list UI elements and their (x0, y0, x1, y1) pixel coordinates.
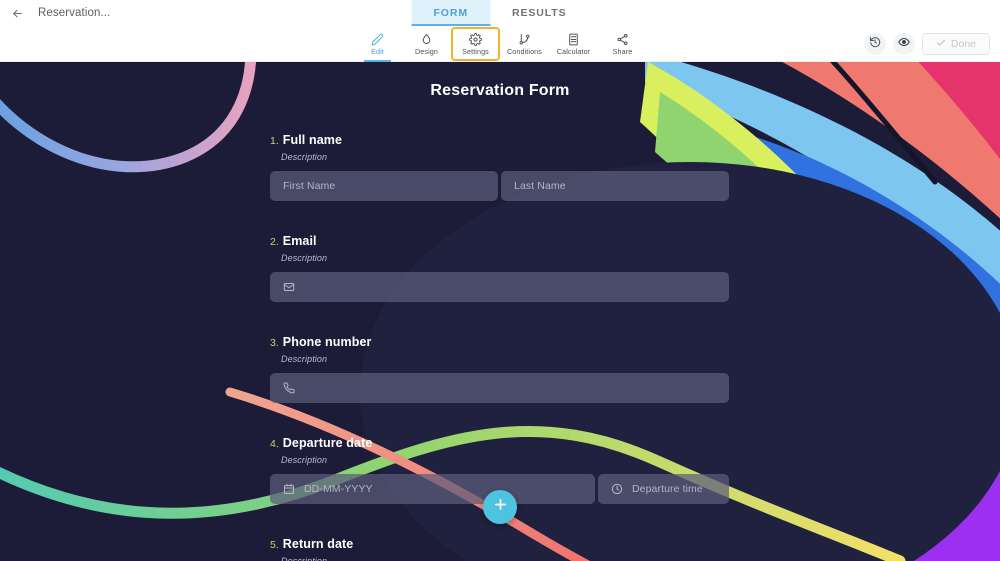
phone-icon (283, 381, 295, 394)
toolbar-label-design: Design (415, 47, 438, 56)
back-button[interactable] (0, 0, 34, 26)
toolbar-right-controls: Done (863, 26, 990, 62)
email-input[interactable] (270, 271, 729, 302)
question-header: 3. Phone number (270, 335, 729, 349)
form-content: Reservation Form 1. Full name Descriptio… (0, 62, 1000, 561)
form-field-email: 2. Email Description (270, 234, 729, 302)
inputs-row (270, 271, 729, 302)
question-header: 2. Email (270, 234, 729, 248)
toolbar-label-conditions: Conditions (507, 47, 542, 56)
form-field-return-date: 5. Return date Description (270, 537, 729, 561)
question-header: 4. Departure date (270, 436, 729, 450)
question-description[interactable]: Description (281, 252, 328, 263)
top-tabs: FORM RESULTS (411, 0, 588, 26)
question-description[interactable]: Description (281, 151, 328, 162)
add-field-button[interactable] (483, 490, 517, 524)
form-canvas: Reservation Form 1. Full name Descriptio… (0, 62, 1000, 561)
toolbar-item-conditions[interactable]: Conditions (500, 27, 549, 61)
departure-time-input[interactable]: Departure time (598, 473, 729, 504)
question-label[interactable]: Departure date (282, 436, 373, 450)
first-name-input[interactable]: First Name (270, 170, 498, 201)
toolbar-label-edit: Edit (371, 47, 384, 56)
question-header: 1. Full name (270, 133, 729, 147)
question-description[interactable]: Description (281, 353, 328, 364)
toolbar-tool-group: Edit Design Settings (353, 26, 647, 62)
history-clock-icon (869, 35, 881, 53)
question-number: 2. (270, 236, 279, 248)
toolbar-label-share: Share (612, 47, 633, 56)
form-field-phone: 3. Phone number Description (270, 335, 729, 403)
toolbar-item-share[interactable]: Share (598, 27, 647, 61)
toolbar-label-settings: Settings (462, 47, 489, 56)
branch-icon (518, 32, 531, 46)
question-label[interactable]: Return date (282, 537, 354, 551)
question-header: 5. Return date (270, 537, 729, 551)
toolbar-item-design[interactable]: Design (402, 27, 451, 61)
inputs-row: First Name Last Name (270, 170, 729, 201)
input-placeholder: Last Name (514, 179, 566, 192)
input-placeholder: Departure time (632, 482, 703, 495)
droplet-icon (420, 32, 433, 46)
done-label: Done (950, 38, 976, 50)
envelope-icon (283, 281, 295, 293)
arrow-left-icon (11, 7, 24, 20)
question-label[interactable]: Email (282, 234, 317, 248)
document-title[interactable]: Reservation... (38, 7, 111, 19)
form-field-full-name: 1. Full name Description First Name Last… (270, 133, 729, 201)
question-description[interactable]: Description (281, 555, 328, 561)
editor-toolbar: Edit Design Settings (0, 26, 1000, 62)
plus-icon (492, 496, 509, 518)
form-title[interactable]: Reservation Form (430, 82, 570, 99)
pencil-icon (371, 32, 384, 46)
question-number: 5. (270, 539, 279, 551)
check-icon (936, 38, 946, 51)
top-header-bar: Reservation... FORM RESULTS (0, 0, 1000, 26)
toolbar-label-calculator: Calculator (556, 47, 591, 56)
question-number: 4. (270, 438, 279, 450)
history-button[interactable] (863, 33, 886, 55)
departure-date-input[interactable]: DD-MM-YYYY (270, 473, 595, 504)
question-number: 3. (270, 337, 279, 349)
question-description[interactable]: Description (281, 454, 328, 465)
share-nodes-icon (616, 32, 629, 46)
done-button[interactable]: Done (921, 33, 990, 55)
toolbar-item-calculator[interactable]: Calculator (549, 27, 598, 61)
question-number: 1. (270, 135, 279, 147)
phone-input[interactable] (270, 372, 729, 403)
calendar-icon (283, 483, 295, 495)
input-placeholder: DD-MM-YYYY (304, 482, 373, 495)
question-label[interactable]: Phone number (282, 335, 372, 349)
calculator-icon (567, 32, 580, 46)
gear-icon (469, 32, 482, 46)
question-label[interactable]: Full name (282, 133, 343, 147)
toolbar-item-settings[interactable]: Settings (451, 27, 500, 61)
last-name-input[interactable]: Last Name (501, 170, 729, 201)
inputs-row (270, 372, 729, 403)
eye-icon (898, 35, 910, 53)
tab-results[interactable]: RESULTS (511, 7, 567, 19)
clock-icon (611, 483, 623, 495)
form-field-departure-date: 4. Departure date Description DD-M (270, 436, 729, 504)
preview-button[interactable] (892, 33, 915, 55)
toolbar-item-edit[interactable]: Edit (353, 27, 402, 62)
input-placeholder: First Name (283, 179, 336, 192)
inputs-row: DD-MM-YYYY Departure time (270, 473, 729, 504)
tab-form[interactable]: FORM (411, 0, 490, 26)
